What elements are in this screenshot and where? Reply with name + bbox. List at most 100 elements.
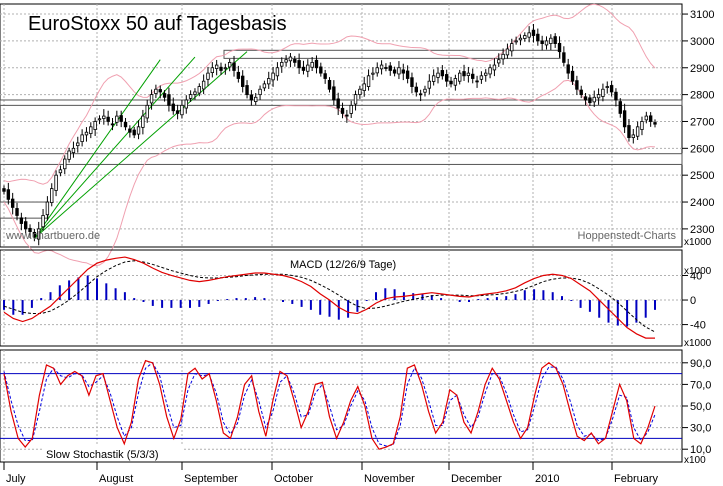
candle-body	[141, 115, 145, 128]
macd-title: MACD (12/26/9 Tage)	[290, 259, 396, 271]
candle-body	[63, 158, 67, 170]
candle-body	[171, 103, 175, 112]
stoch-y-tick-label: 70,0	[690, 379, 711, 391]
candle-body	[449, 80, 453, 85]
candle-body	[514, 40, 518, 43]
price-y-tick-label: 2300	[690, 224, 714, 236]
candle-body	[19, 217, 24, 224]
stoch-scale-note: x100	[684, 455, 706, 466]
candle-body	[401, 69, 405, 74]
candle-body	[227, 61, 232, 68]
macd-grid	[0, 250, 682, 346]
candle-body	[184, 99, 188, 109]
support-zone	[0, 201, 49, 219]
candle-body	[471, 73, 475, 79]
candle-body	[592, 96, 596, 103]
candle-body	[588, 97, 592, 104]
candle-body	[188, 94, 193, 99]
candle-body	[323, 73, 327, 79]
support-zone	[0, 153, 683, 165]
candle-body	[89, 126, 93, 134]
candle-body	[241, 75, 245, 87]
candle-body	[210, 67, 215, 73]
candle-body	[562, 52, 566, 63]
candle-body	[41, 215, 45, 228]
candle-body	[405, 70, 410, 79]
candle-body	[462, 71, 466, 77]
price-bollinger-bands	[3, 3, 656, 267]
x-tick-label: October	[274, 473, 313, 485]
candle-body	[631, 134, 635, 138]
candle-body	[549, 37, 553, 44]
x-tick-label: February	[614, 473, 659, 485]
candle-body	[327, 79, 332, 90]
candle-body	[570, 70, 575, 82]
candle-body	[510, 43, 514, 52]
candle-body	[84, 131, 89, 136]
trendline	[34, 51, 248, 239]
candle-body	[397, 67, 401, 75]
macd-line	[3, 256, 655, 339]
candle-body	[414, 86, 418, 93]
candle-body	[431, 75, 436, 82]
candle-body	[423, 88, 427, 93]
candle-body	[10, 198, 15, 208]
candle-body	[102, 115, 106, 119]
candle-body	[336, 98, 340, 109]
candle-body	[388, 65, 392, 71]
candle-body	[162, 93, 167, 98]
candle-body	[609, 85, 614, 93]
price-panel-frame	[0, 3, 683, 248]
candle-body	[575, 80, 579, 90]
x-tick-label: September	[184, 473, 238, 485]
candle-body	[145, 104, 149, 119]
candle-body	[475, 80, 479, 83]
candle-body	[583, 96, 588, 101]
candle-body	[154, 88, 158, 94]
price-chart-title: EuroStoxx 50 auf Tagesbasis	[28, 13, 287, 35]
candle-body	[379, 64, 384, 70]
candle-body	[362, 83, 366, 91]
price-y-axis: 2300 2400 2500 2600 2700 2800 2900 3000 3100	[682, 9, 714, 236]
candle-body	[28, 227, 32, 232]
x-tick-label: July	[6, 473, 26, 485]
candle-body	[392, 69, 397, 74]
candle-body	[540, 40, 544, 44]
price-y-tick-label: 2600	[690, 143, 714, 155]
candle-body	[618, 101, 622, 114]
candle-body	[418, 93, 423, 96]
stoch-grid	[0, 350, 682, 462]
stoch-k-line	[3, 359, 656, 450]
candle-body	[93, 121, 97, 130]
candle-body	[219, 66, 223, 71]
candle-body	[180, 104, 184, 116]
candle-body	[115, 115, 119, 123]
stoch-y-tick-label: 90,0	[690, 358, 711, 370]
candle-body	[123, 121, 128, 128]
candle-body	[149, 94, 154, 104]
candle-body	[50, 188, 54, 203]
candle-body	[236, 71, 241, 79]
candle-body	[132, 129, 136, 136]
bollinger-upper	[3, 3, 656, 185]
candle-body	[601, 88, 605, 97]
stoch-y-tick-label: 10,0	[690, 444, 711, 456]
candle-body	[653, 122, 657, 125]
candle-body	[71, 147, 76, 154]
candle-body	[410, 77, 414, 87]
candle-body	[32, 231, 37, 238]
candle-body	[214, 64, 219, 69]
candle-body	[293, 59, 297, 63]
stoch-title-bg	[44, 446, 184, 460]
macd-scale-note: x1000	[684, 338, 712, 349]
candle-body	[249, 94, 254, 101]
macd-signal-line	[3, 260, 656, 333]
candle-body	[605, 86, 609, 88]
candle-body	[427, 80, 432, 89]
support-zone	[0, 99, 683, 106]
candle-body	[375, 67, 379, 74]
candle-body	[345, 114, 349, 117]
candle-body	[566, 64, 570, 74]
candle-body	[440, 70, 445, 77]
